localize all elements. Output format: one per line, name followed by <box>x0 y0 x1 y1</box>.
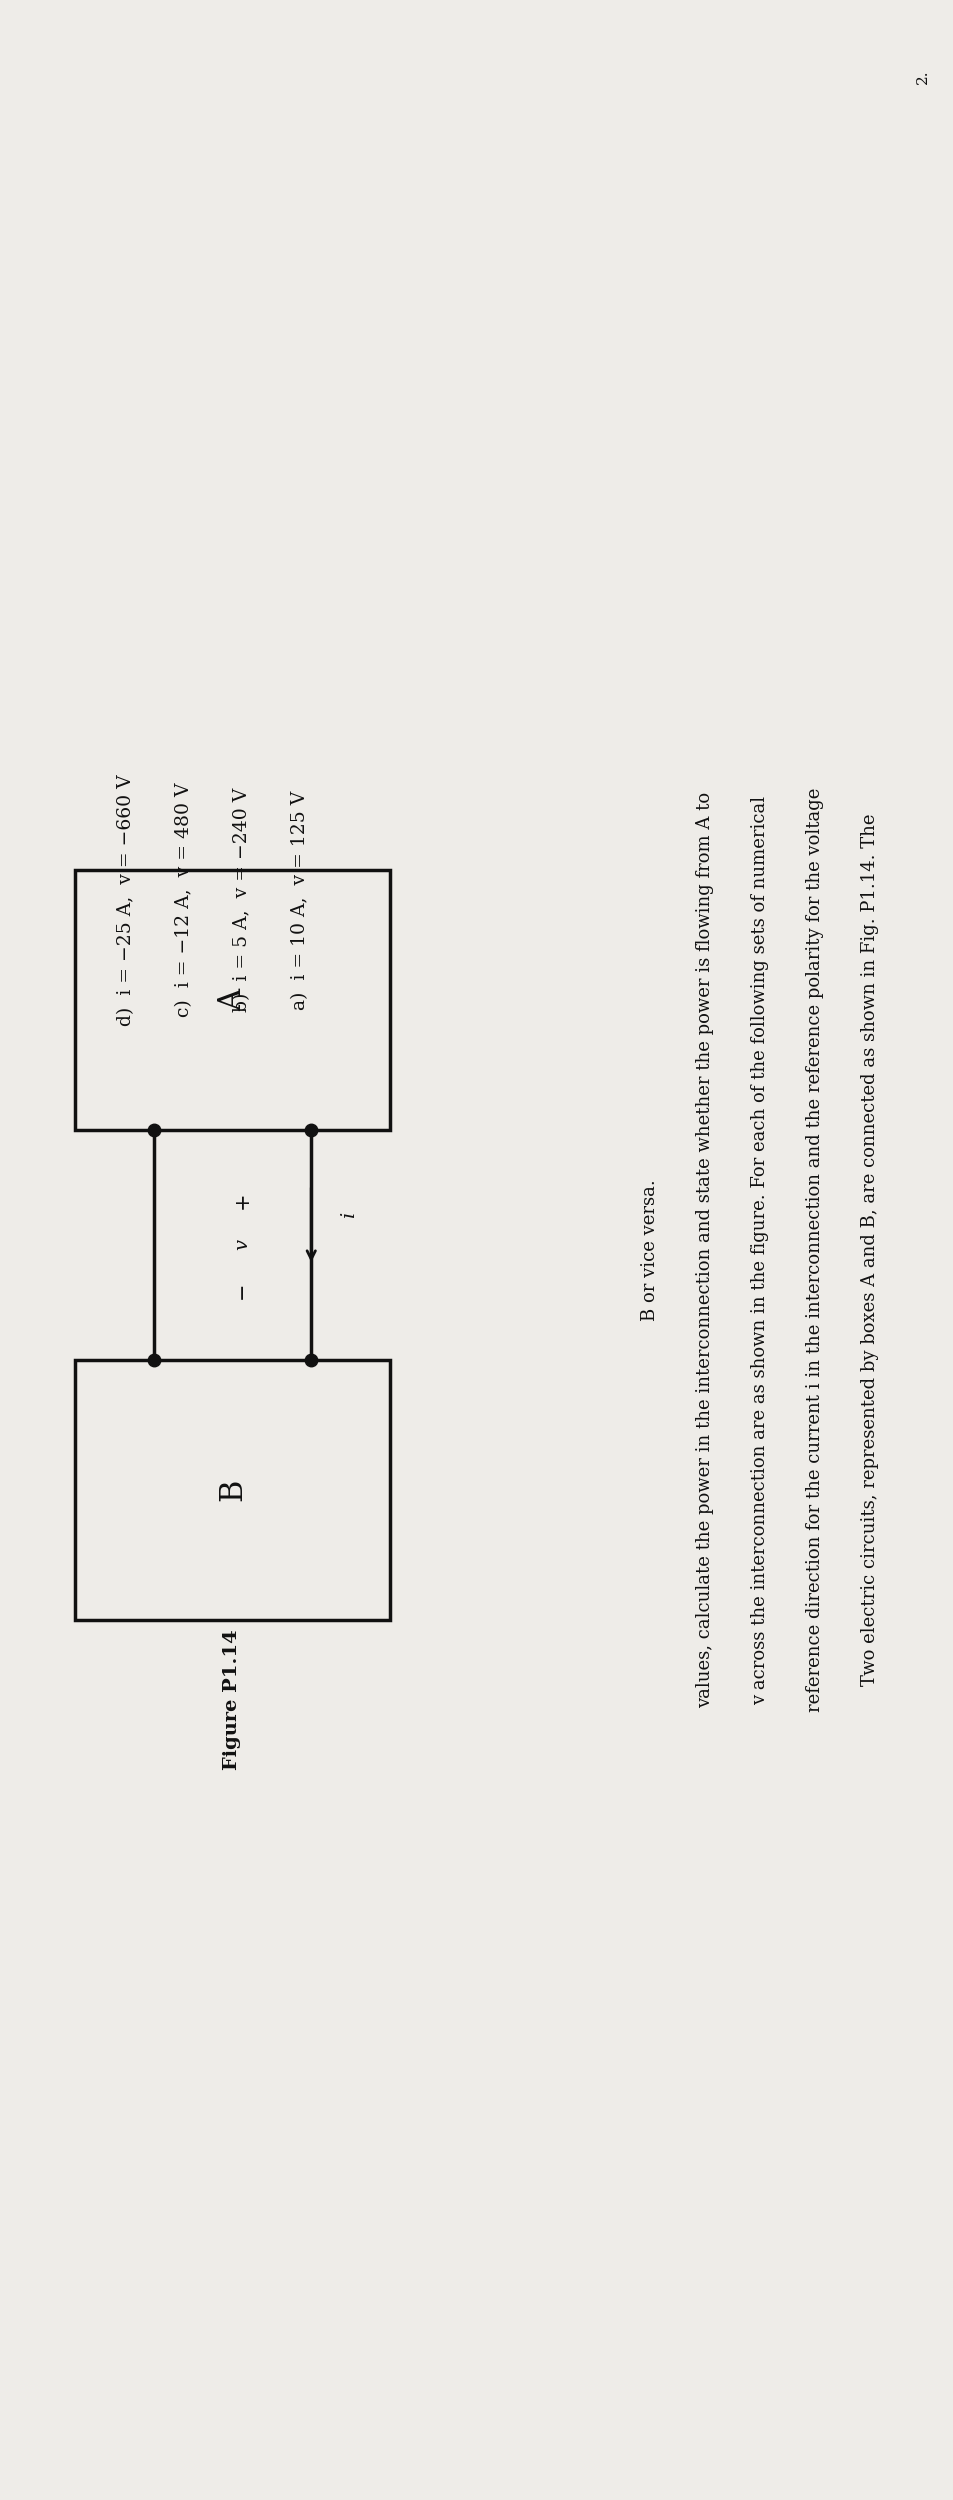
Text: d)  i = −25 A,  v = −660 V: d) i = −25 A, v = −660 V <box>117 775 135 1025</box>
Bar <box>75 870 390 1130</box>
Text: a)  i = 10 A,  v = 125 V: a) i = 10 A, v = 125 V <box>291 790 309 1010</box>
Bar <box>75 1360 390 1620</box>
Text: b)  i = 5 A,  v = −240 V: b) i = 5 A, v = −240 V <box>233 788 251 1012</box>
Text: Figure P1.14: Figure P1.14 <box>223 1630 241 1770</box>
Text: values, calculate the power in the interconnection and state whether the power i: values, calculate the power in the inter… <box>696 792 713 1708</box>
Text: B: B <box>216 1480 248 1500</box>
Text: Two electric circuits, represented by boxes A and B, are connected as shown in F: Two electric circuits, represented by bo… <box>861 815 878 1685</box>
Text: reference direction for the current i in the interconnection and the reference p: reference direction for the current i in… <box>805 788 823 1712</box>
Text: B or vice versa.: B or vice versa. <box>640 1180 659 1320</box>
Text: v across the interconnection are as shown in the figure. For each of the followi: v across the interconnection are as show… <box>750 795 768 1705</box>
Text: 2.: 2. <box>915 70 929 85</box>
Text: c)  i = −12 A,  v = 480 V: c) i = −12 A, v = 480 V <box>174 782 193 1018</box>
Text: v: v <box>233 1240 252 1250</box>
Text: +: + <box>233 1190 252 1210</box>
Text: i: i <box>340 1212 358 1218</box>
Text: A: A <box>216 990 248 1010</box>
Text: −: − <box>233 1280 252 1300</box>
